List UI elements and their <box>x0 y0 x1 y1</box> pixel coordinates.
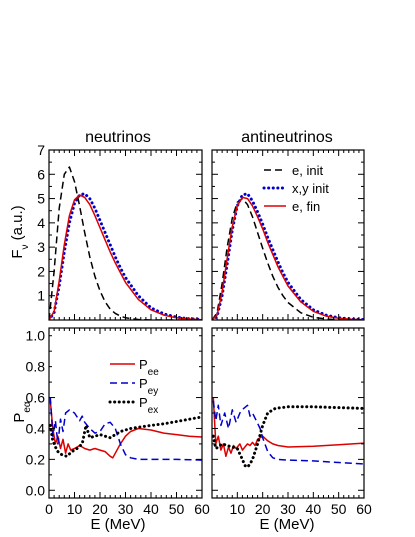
plot-frame <box>48 149 203 321</box>
series-line-e-init <box>212 197 364 320</box>
y-tick-label: 0.0 <box>26 482 46 498</box>
x-tick-label: 20 <box>92 501 108 517</box>
plot-frame <box>48 327 203 499</box>
legend: e, init x,y init e, fin <box>262 163 329 214</box>
x-tick-label: 40 <box>143 501 159 517</box>
panel-title-antineutrinos: antineutrinos <box>241 129 333 146</box>
series-line-pey <box>49 397 202 461</box>
x-tick-label: 60 <box>194 501 210 517</box>
x-tick-label: 40 <box>306 501 322 517</box>
series-line-x-y-init <box>212 192 364 320</box>
legend-label: Pee <box>139 357 159 378</box>
series-line-e-init <box>49 166 202 320</box>
x-tick-label: 0 <box>45 501 53 517</box>
y-tick-label: 0.6 <box>26 390 46 406</box>
panel-title-neutrinos: neutrinos <box>85 129 151 146</box>
x-tick-label: 20 <box>255 501 271 517</box>
legend-label: x,y init <box>292 181 329 196</box>
series-line-e-fin <box>212 196 364 320</box>
x-axis-label-left: E (MeV) <box>90 516 145 533</box>
x-tick-label: 60 <box>356 501 372 517</box>
y-tick-label: 2 <box>37 263 45 279</box>
plot-frame <box>211 149 365 321</box>
x-axis-label-right: E (MeV) <box>259 516 314 533</box>
legend-label: Pey <box>139 376 158 397</box>
y-tick-label: 5 <box>37 191 45 207</box>
panel-antineutrino-probabilities: 10 20 30 40 50 60 <box>211 327 372 517</box>
plot-frame <box>211 327 365 499</box>
x-tick-label: 30 <box>280 501 296 517</box>
series-line-pex <box>49 415 202 458</box>
x-tick-label: 50 <box>169 501 185 517</box>
series-line-pex <box>212 405 364 469</box>
legend-label: Pex <box>139 395 158 416</box>
y-tick-label: 1.0 <box>26 328 46 344</box>
panel-antineutrino-spectra: e, init x,y init e, fin <box>211 149 365 321</box>
series-line-pey <box>212 400 364 465</box>
y-tick-label: 1 <box>37 288 45 304</box>
y-axis-label-probability: Peα <box>11 401 33 423</box>
y-tick-label: 7 <box>37 142 45 158</box>
legend-label: e, init <box>292 163 323 178</box>
series-line-x-y-init <box>49 192 202 320</box>
x-tick-label: 10 <box>230 501 246 517</box>
y-tick-label: 4 <box>37 215 45 231</box>
x-tick-label: 30 <box>118 501 134 517</box>
y-tick-label: 3 <box>37 239 45 255</box>
x-tick-label: 10 <box>67 501 83 517</box>
x-tick-label: 50 <box>331 501 347 517</box>
series-line-pee <box>212 397 364 458</box>
legend-label: e, fin <box>292 199 320 214</box>
panel-neutrino-spectra: 1 2 3 4 5 6 7 <box>37 142 203 321</box>
series-line-pee <box>49 400 202 459</box>
y-tick-label: 0.2 <box>26 451 46 467</box>
y-tick-label: 6 <box>37 166 45 182</box>
y-axis-label-flux: Fν (a.u.) <box>9 205 31 258</box>
y-tick-label: 0.4 <box>26 420 46 436</box>
y-tick-label: 0.8 <box>26 359 46 375</box>
series-line-e-fin <box>49 194 202 320</box>
